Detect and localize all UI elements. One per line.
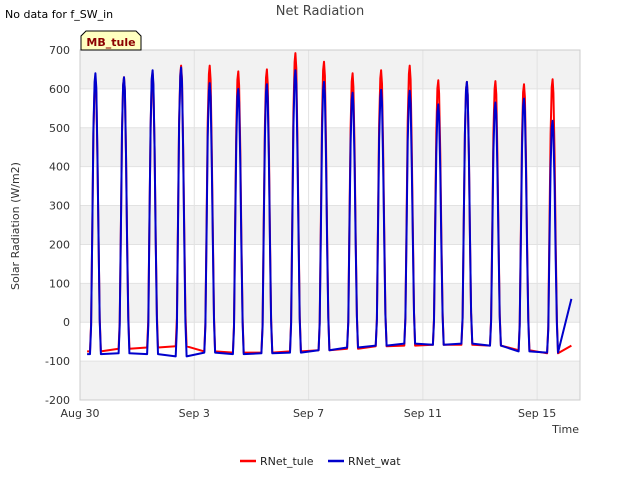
series-line-rnet-wat — [87, 66, 573, 358]
y-tick-label: 600 — [49, 83, 70, 96]
y-tick-label: 500 — [49, 122, 70, 135]
background-band — [80, 361, 580, 400]
x-axis-label: Time — [551, 423, 579, 436]
y-tick-label: -200 — [45, 394, 70, 407]
legend: RNet_tule RNet_wat — [240, 455, 401, 468]
series-layer — [87, 52, 573, 358]
y-tick-labels: -200 -100 0 100 200 300 400 500 600 700 — [45, 44, 70, 407]
background-band — [80, 205, 580, 245]
background-band — [80, 50, 580, 89]
y-tick-label: 100 — [49, 277, 70, 290]
chart-title: Net Radiation — [276, 4, 364, 19]
site-badge-box — [80, 30, 142, 51]
y-tick-label: 0 — [63, 316, 70, 329]
y-axis-label: Solar Radiation (W/m2) — [9, 162, 22, 290]
x-tick-label: Sep 7 — [293, 407, 324, 420]
x-tick-label: Sep 11 — [404, 407, 442, 420]
legend-label-rnet-wat: RNet_wat — [348, 455, 401, 468]
background-band — [80, 283, 580, 323]
y-tick-label: -100 — [45, 355, 70, 368]
y-tick-label: 700 — [49, 44, 70, 57]
x-tick-labels: Aug 30 Sep 3 Sep 7 Sep 11 Sep 15 — [61, 407, 557, 420]
legend-label-rnet-tule: RNet_tule — [260, 455, 314, 468]
plot-frame — [79, 49, 581, 401]
site-badge-label: MB_tule — [86, 36, 135, 49]
y-tick-label: 400 — [49, 161, 70, 174]
x-tick-label: Aug 30 — [61, 407, 100, 420]
x-tick-label: Sep 3 — [179, 407, 210, 420]
site-badge: MB_tule — [80, 30, 142, 51]
y-tick-label: 200 — [49, 238, 70, 251]
no-data-note: No data for f_SW_in — [5, 8, 113, 21]
x-tick-label: Sep 15 — [518, 407, 556, 420]
y-tick-label: 300 — [49, 200, 70, 213]
